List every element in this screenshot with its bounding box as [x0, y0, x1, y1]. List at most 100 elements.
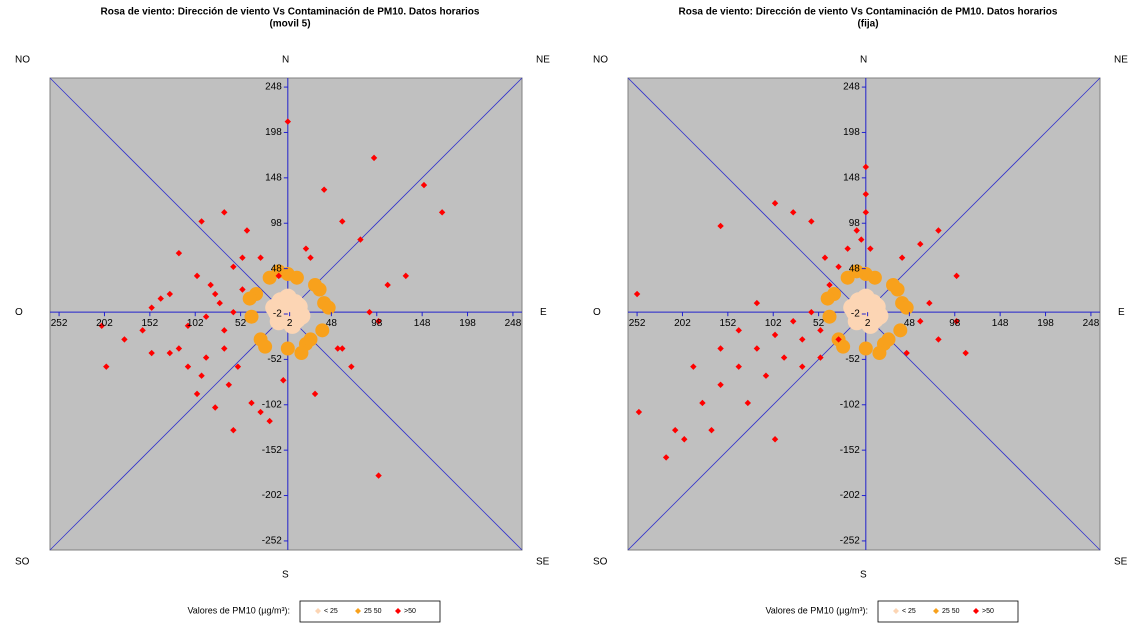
data-point — [384, 281, 391, 289]
data-point — [239, 286, 246, 293]
compass-label: SO — [15, 557, 30, 568]
y-tick-label: 148 — [265, 172, 282, 183]
data-point — [844, 245, 851, 252]
data-point — [872, 346, 887, 361]
data-point — [917, 240, 924, 248]
compass-label: E — [1118, 307, 1125, 318]
data-point — [881, 332, 896, 347]
data-point — [184, 363, 192, 370]
data-point — [753, 299, 761, 307]
data-point — [917, 318, 924, 325]
data-point — [717, 381, 724, 388]
data-point — [808, 218, 815, 225]
compass-label: N — [860, 55, 867, 66]
chart: Rosa de viento: Dirección de viento Vs C… — [15, 7, 550, 623]
data-point — [858, 236, 865, 243]
data-point — [239, 254, 246, 261]
data-point — [717, 222, 724, 230]
data-point — [207, 281, 214, 289]
x-tick-label: 102 — [187, 318, 204, 329]
data-point — [370, 154, 378, 162]
compass-label: SO — [593, 557, 608, 568]
legend-marker — [973, 608, 979, 614]
y-tick-label: -202 — [840, 490, 860, 501]
chart-subtitle: (fija) — [857, 19, 878, 30]
data-point — [357, 236, 364, 243]
data-point — [633, 290, 641, 298]
x-tick-label: 102 — [765, 318, 782, 329]
x-tick-label: 152 — [142, 318, 159, 329]
y-tick-label: -102 — [262, 399, 282, 410]
data-point — [225, 381, 233, 388]
data-point — [234, 363, 242, 370]
y-tick-label: 98 — [849, 218, 861, 229]
compass-label: O — [593, 307, 601, 318]
data-point — [103, 363, 110, 370]
compass-label: NO — [593, 55, 608, 66]
legend-label: 25 50 — [364, 608, 382, 615]
data-point — [267, 303, 286, 322]
x-tick-label: 2 — [865, 318, 871, 329]
data-point — [157, 295, 164, 302]
data-point — [681, 436, 688, 443]
data-point — [662, 454, 670, 461]
legend-title: Valores de PM10 (µg/m³): — [765, 605, 868, 615]
compass-label: O — [15, 307, 23, 318]
x-tick-label: 148 — [414, 318, 431, 329]
y-tick-label: -102 — [840, 399, 860, 410]
data-point — [890, 282, 905, 297]
data-point — [935, 336, 942, 343]
data-point — [244, 309, 259, 324]
data-point — [708, 426, 715, 434]
data-point — [216, 299, 223, 307]
data-point — [307, 254, 314, 261]
x-tick-label: 52 — [235, 318, 247, 329]
x-tick-label: 52 — [813, 318, 825, 329]
x-tick-label: 98 — [371, 318, 383, 329]
data-point — [771, 331, 779, 339]
data-point — [243, 227, 251, 234]
data-point — [771, 200, 779, 207]
compass-label: SE — [536, 557, 550, 568]
data-point — [257, 254, 264, 261]
data-point — [859, 301, 878, 320]
x-tick-label: 98 — [949, 318, 961, 329]
x-tick-label: 202 — [96, 318, 113, 329]
data-point — [294, 346, 309, 361]
data-point — [817, 354, 824, 361]
compass-label: S — [860, 570, 867, 581]
data-point — [753, 345, 761, 352]
x-tick-label: 198 — [459, 318, 476, 329]
legend-marker — [395, 608, 401, 614]
y-tick-label: 148 — [843, 172, 860, 183]
data-point — [212, 290, 219, 298]
data-point — [221, 345, 228, 352]
data-point — [903, 349, 910, 357]
chart-subtitle: (movil 5) — [269, 19, 310, 30]
data-point — [375, 472, 382, 479]
legend-marker — [933, 608, 939, 614]
data-point — [420, 181, 428, 189]
data-point — [402, 272, 410, 280]
data-point — [962, 349, 969, 357]
data-point — [867, 270, 882, 285]
data-point — [193, 272, 201, 280]
x-tick-label: 152 — [720, 318, 737, 329]
data-point — [212, 404, 219, 411]
data-point — [826, 281, 833, 289]
data-point — [311, 390, 319, 398]
legend-marker — [355, 608, 361, 614]
legend-title: Valores de PM10 (µg/m³): — [187, 605, 290, 615]
data-point — [836, 339, 851, 354]
legend-label: >50 — [982, 608, 994, 615]
compass-label: S — [282, 570, 289, 581]
data-point — [762, 372, 770, 379]
data-point — [121, 336, 128, 343]
y-tick-label: 48 — [271, 263, 283, 274]
data-point — [275, 272, 282, 280]
data-point — [717, 345, 724, 352]
data-point — [862, 190, 870, 198]
data-point — [175, 249, 183, 257]
data-point — [230, 263, 237, 270]
x-tick-label: 48 — [326, 318, 338, 329]
